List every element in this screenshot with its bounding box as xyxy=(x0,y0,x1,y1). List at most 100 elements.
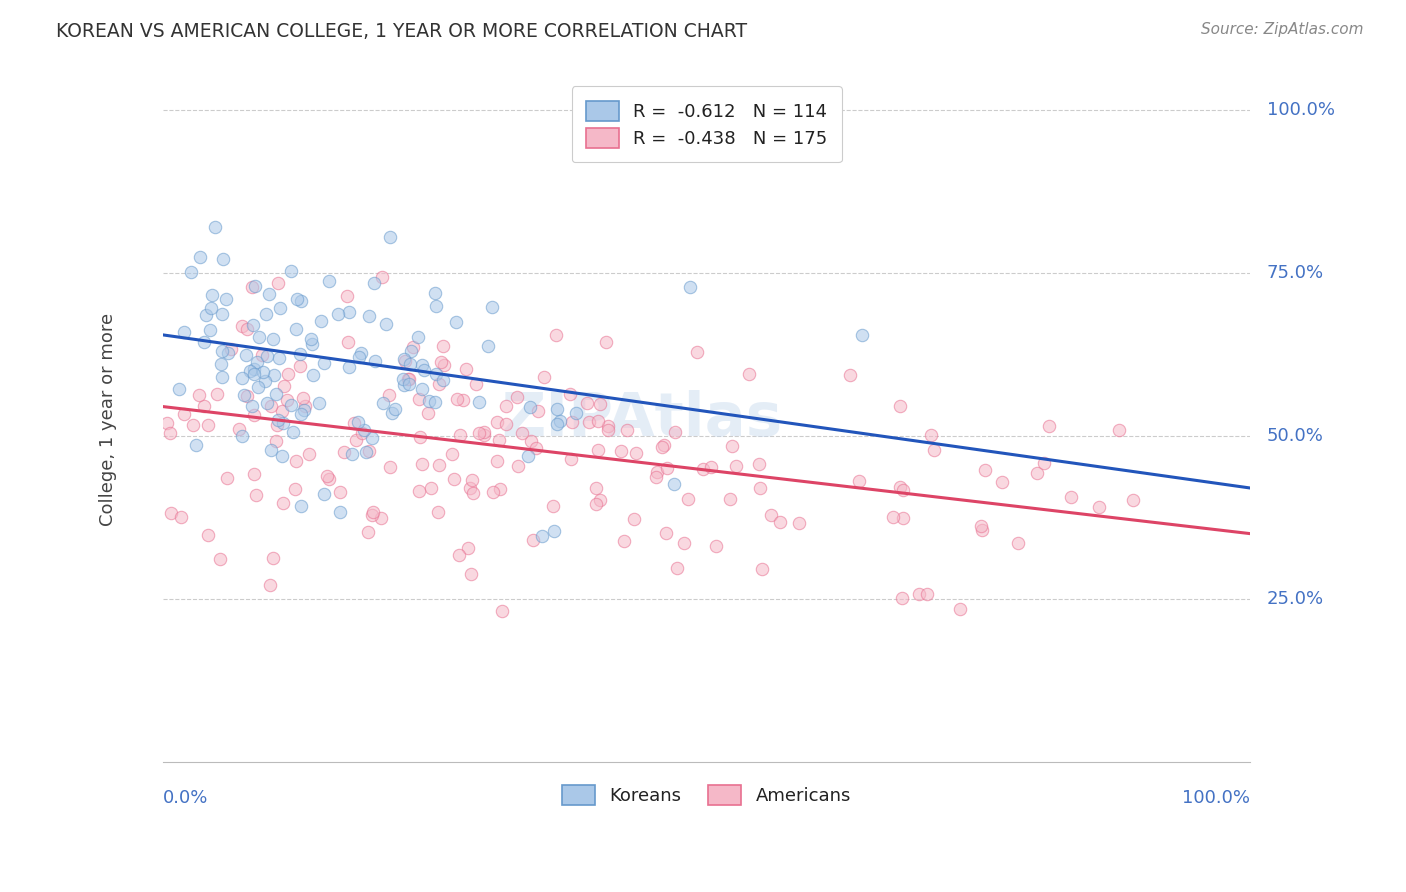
Point xyxy=(169,382,191,396)
Point xyxy=(575,396,598,410)
Point xyxy=(654,526,676,541)
Point xyxy=(352,425,374,440)
Point xyxy=(333,445,356,459)
Point xyxy=(413,363,436,377)
Point xyxy=(242,362,264,376)
Point xyxy=(458,481,481,495)
Point xyxy=(1108,423,1130,437)
Point xyxy=(510,426,533,441)
Point xyxy=(271,416,294,430)
Point xyxy=(891,483,914,498)
Point xyxy=(211,307,233,321)
Point xyxy=(460,566,482,581)
Point xyxy=(392,372,415,386)
Point xyxy=(197,417,219,432)
Point xyxy=(652,437,675,451)
Point xyxy=(231,429,253,443)
Point xyxy=(561,415,583,429)
Point xyxy=(357,444,380,458)
Point xyxy=(184,438,207,452)
Point xyxy=(679,280,702,294)
Point xyxy=(200,323,222,337)
Point xyxy=(425,395,447,409)
Text: 0.0%: 0.0% xyxy=(163,789,208,807)
Point xyxy=(211,369,233,384)
Point xyxy=(408,484,430,499)
Point xyxy=(623,512,645,526)
Text: 75.0%: 75.0% xyxy=(1267,264,1324,282)
Point xyxy=(219,342,242,356)
Point xyxy=(610,444,633,458)
Point xyxy=(446,314,468,328)
Point xyxy=(266,418,288,433)
Point xyxy=(337,359,360,374)
Point xyxy=(343,416,366,430)
Point xyxy=(519,401,541,415)
Point xyxy=(420,481,443,495)
Point xyxy=(432,339,454,353)
Point xyxy=(399,358,422,372)
Point xyxy=(263,368,285,382)
Point xyxy=(353,423,375,437)
Point xyxy=(596,418,619,433)
Point xyxy=(949,601,972,615)
Point xyxy=(271,495,294,509)
Point xyxy=(252,365,274,379)
Point xyxy=(277,367,299,381)
Point xyxy=(464,376,486,391)
Point xyxy=(363,354,385,368)
Point xyxy=(398,376,420,391)
Point xyxy=(231,318,253,333)
Point xyxy=(578,416,600,430)
Point xyxy=(544,327,567,342)
Point xyxy=(344,433,367,447)
Point xyxy=(416,406,439,420)
Point xyxy=(441,447,464,461)
Point xyxy=(974,463,997,477)
Point xyxy=(357,525,380,540)
Point xyxy=(533,370,555,384)
Point xyxy=(449,548,471,562)
Point xyxy=(398,371,420,385)
Point xyxy=(644,470,666,484)
Point xyxy=(759,508,782,522)
Point xyxy=(195,308,218,322)
Point xyxy=(378,230,401,244)
Point xyxy=(208,552,231,566)
Point xyxy=(1122,493,1144,508)
Point xyxy=(624,446,647,460)
Point xyxy=(294,399,316,413)
Point xyxy=(720,439,742,453)
Point xyxy=(443,472,465,486)
Text: 100.0%: 100.0% xyxy=(1267,101,1334,119)
Point xyxy=(848,474,870,488)
Point xyxy=(340,447,363,461)
Point xyxy=(336,289,359,303)
Point xyxy=(891,591,914,605)
Point xyxy=(350,346,373,360)
Point xyxy=(207,386,229,401)
Text: College, 1 year or more: College, 1 year or more xyxy=(100,313,118,526)
Point xyxy=(360,431,382,445)
Point xyxy=(155,416,177,430)
Point xyxy=(526,404,548,418)
Point xyxy=(329,484,352,499)
Point xyxy=(312,356,335,370)
Point xyxy=(558,387,581,401)
Point xyxy=(280,398,302,412)
Point xyxy=(291,391,314,405)
Point xyxy=(672,536,695,550)
Point xyxy=(159,425,181,440)
Point xyxy=(256,349,278,363)
Point xyxy=(290,359,312,373)
Point xyxy=(318,471,340,485)
Point xyxy=(246,380,269,394)
Point xyxy=(446,392,468,407)
Point xyxy=(346,415,368,429)
Point xyxy=(392,351,415,366)
Point xyxy=(231,370,253,384)
Text: Source: ZipAtlas.com: Source: ZipAtlas.com xyxy=(1201,22,1364,37)
Point xyxy=(308,396,330,410)
Point xyxy=(460,473,482,487)
Point xyxy=(508,459,530,474)
